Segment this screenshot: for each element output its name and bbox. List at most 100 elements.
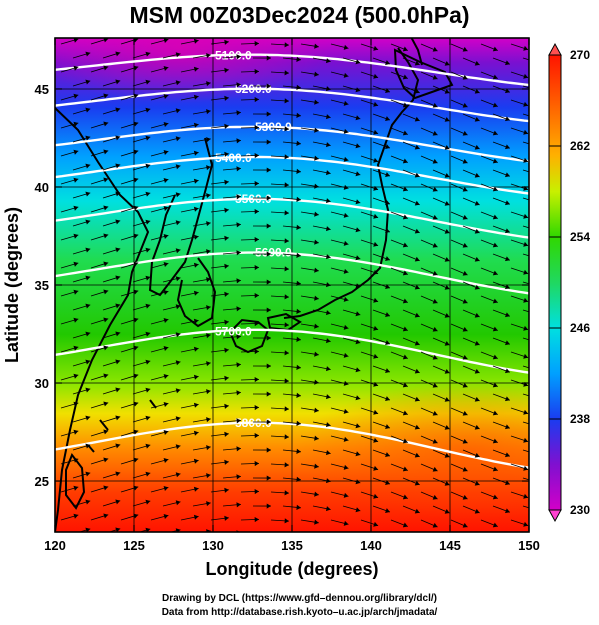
wind-arrowhead — [73, 233, 79, 239]
wind-arrowhead — [402, 298, 408, 304]
wind-arrowhead — [414, 172, 420, 178]
wind-arrowhead — [163, 233, 169, 239]
wind-arrowhead — [474, 452, 480, 458]
wind-arrowhead — [236, 166, 241, 172]
wind-arrowhead — [314, 211, 319, 217]
wind-arrowhead — [414, 60, 420, 66]
wind-arrowhead — [314, 127, 319, 133]
wind-arrowhead — [115, 415, 121, 421]
wind-arrowhead — [193, 402, 199, 408]
wind-arrowhead — [373, 45, 379, 51]
wind-arrowhead — [523, 353, 529, 359]
wind-arrowhead — [414, 480, 420, 486]
wind-arrowhead — [163, 65, 169, 71]
wind-arrowhead — [236, 194, 241, 200]
wind-arrowhead — [254, 320, 259, 327]
colorbar-tick-label: 254 — [570, 230, 590, 244]
wind-arrowhead — [373, 213, 379, 219]
wind-arrowhead — [145, 135, 151, 141]
wind-arrowhead — [115, 191, 121, 197]
wind-arrowhead — [266, 139, 271, 145]
wind-arrowhead — [103, 345, 109, 351]
wind-arrowhead — [266, 251, 271, 257]
wind-vector — [522, 169, 529, 173]
wind-arrowhead — [206, 249, 211, 255]
wind-arrowhead — [85, 527, 91, 532]
wind-arrowhead — [73, 149, 79, 155]
wind-arrowhead — [133, 289, 139, 295]
wind-arrowhead — [284, 154, 289, 160]
wind-arrowhead — [535, 424, 540, 429]
wind-vector — [463, 534, 480, 541]
wind-arrowhead — [145, 415, 151, 421]
wind-arrowhead — [85, 331, 91, 337]
wind-arrowhead — [296, 112, 301, 118]
warm-region-shading — [300, 380, 529, 520]
wind-arrowhead — [373, 437, 379, 443]
wind-arrowhead — [325, 114, 331, 120]
wind-arrowhead — [385, 424, 390, 430]
wind-arrowhead — [535, 88, 540, 93]
wind-arrowhead — [355, 87, 361, 93]
wind-arrowhead — [206, 277, 211, 283]
colorbar-bottom-arrow — [548, 509, 562, 523]
wind-arrowhead — [314, 463, 319, 469]
wind-arrowhead — [145, 107, 151, 113]
wind-arrowhead — [444, 88, 450, 94]
wind-arrowhead — [492, 242, 498, 248]
wind-arrowhead — [314, 435, 319, 441]
wind-arrowhead — [133, 121, 139, 127]
wind-arrowhead — [343, 324, 349, 330]
wind-vector — [522, 281, 529, 285]
credit-data-source: Data from http://database.rish.kyoto–u.a… — [161, 607, 438, 618]
wind-arrowhead — [224, 67, 229, 73]
wind-arrowhead — [325, 254, 331, 260]
wind-arrowhead — [462, 522, 468, 528]
sakhalin-coastline — [410, 38, 423, 66]
wind-arrowhead — [414, 452, 420, 458]
wind-arrowhead — [492, 438, 498, 444]
wind-arrowhead — [474, 508, 480, 514]
wind-arrowhead — [535, 200, 540, 205]
wind-arrowhead — [236, 362, 241, 368]
wind-arrowhead — [103, 65, 109, 71]
wind-arrowhead — [284, 490, 289, 496]
wind-arrowhead — [254, 376, 259, 383]
wind-arrowhead — [355, 339, 361, 345]
wind-arrowhead — [133, 401, 139, 407]
wind-arrowhead — [535, 396, 540, 401]
wind-arrowhead — [284, 210, 289, 216]
wind-arrowhead — [462, 382, 468, 388]
wind-vector — [522, 253, 529, 257]
wind-arrowhead — [523, 129, 529, 135]
wind-arrowhead — [73, 345, 79, 351]
wind-arrowhead — [206, 305, 211, 311]
x-tick-label: 130 — [202, 538, 224, 553]
wind-arrowhead — [85, 107, 91, 113]
wind-arrowhead — [355, 255, 361, 261]
wind-arrowhead — [523, 241, 529, 247]
wind-arrowhead — [206, 333, 211, 339]
wind-arrowhead — [254, 180, 259, 187]
wind-arrowhead — [103, 513, 109, 519]
wind-arrowhead — [432, 410, 438, 416]
wind-arrowhead — [373, 381, 379, 387]
wind-arrowhead — [462, 466, 468, 472]
wind-arrowhead — [103, 177, 109, 183]
wind-arrowhead — [224, 95, 229, 101]
wind-vector — [522, 141, 529, 145]
wind-arrowhead — [73, 513, 79, 519]
wind-arrowhead — [175, 472, 181, 478]
wind-arrowhead — [193, 514, 199, 520]
wind-arrowhead — [296, 84, 301, 90]
wind-arrowhead — [296, 224, 301, 230]
wind-vector — [403, 534, 420, 541]
wind-arrowhead — [535, 256, 540, 261]
wind-arrowhead — [474, 172, 480, 178]
wind-arrowhead — [284, 406, 289, 412]
y-tick-label: 40 — [35, 180, 49, 195]
wind-arrowhead — [145, 303, 151, 309]
wind-arrowhead — [115, 359, 121, 365]
wind-arrowhead — [444, 256, 450, 262]
